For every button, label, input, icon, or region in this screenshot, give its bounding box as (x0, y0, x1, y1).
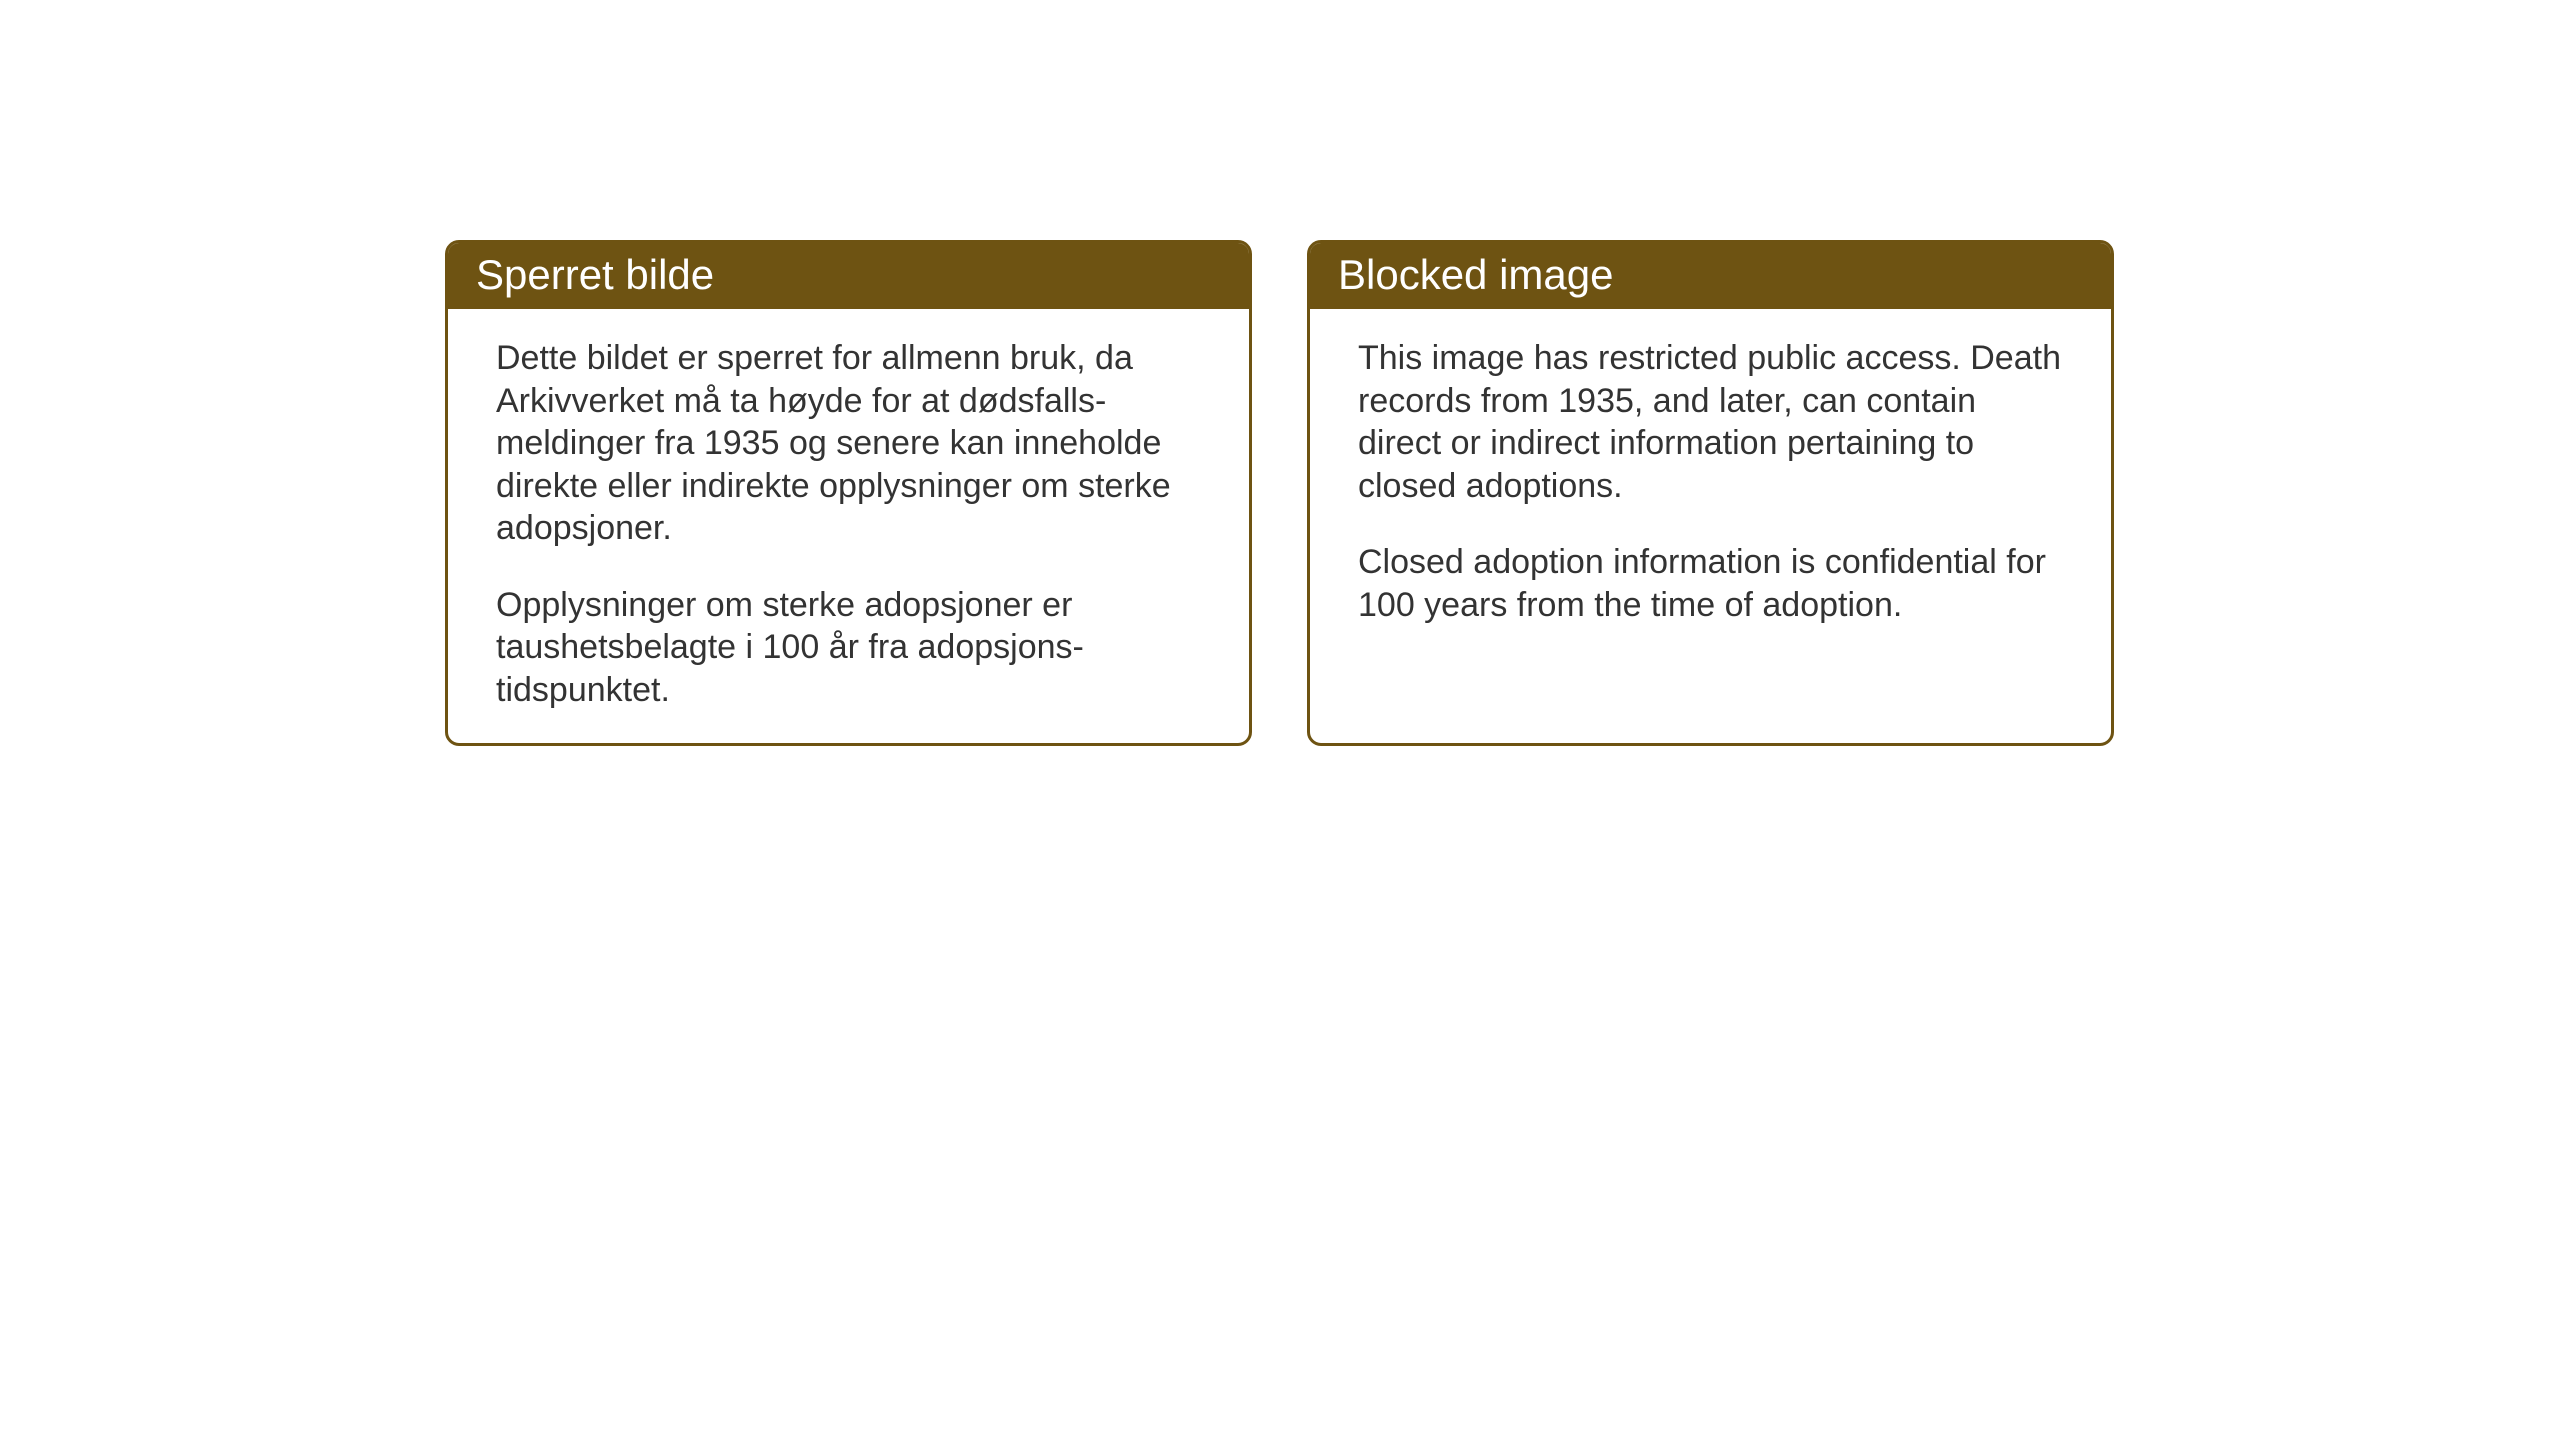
card-paragraph-norwegian-1: Dette bildet er sperret for allmenn bruk… (496, 337, 1201, 550)
notice-container: Sperret bilde Dette bildet er sperret fo… (445, 240, 2114, 746)
card-title-english: Blocked image (1338, 251, 1613, 298)
card-header-norwegian: Sperret bilde (448, 243, 1249, 309)
notice-card-norwegian: Sperret bilde Dette bildet er sperret fo… (445, 240, 1252, 746)
card-paragraph-english-2: Closed adoption information is confident… (1358, 541, 2063, 626)
card-title-norwegian: Sperret bilde (476, 251, 714, 298)
card-body-norwegian: Dette bildet er sperret for allmenn bruk… (448, 309, 1249, 743)
notice-card-english: Blocked image This image has restricted … (1307, 240, 2114, 746)
card-header-english: Blocked image (1310, 243, 2111, 309)
card-paragraph-norwegian-2: Opplysninger om sterke adopsjoner er tau… (496, 584, 1201, 712)
card-body-english: This image has restricted public access.… (1310, 309, 2111, 658)
card-paragraph-english-1: This image has restricted public access.… (1358, 337, 2063, 507)
